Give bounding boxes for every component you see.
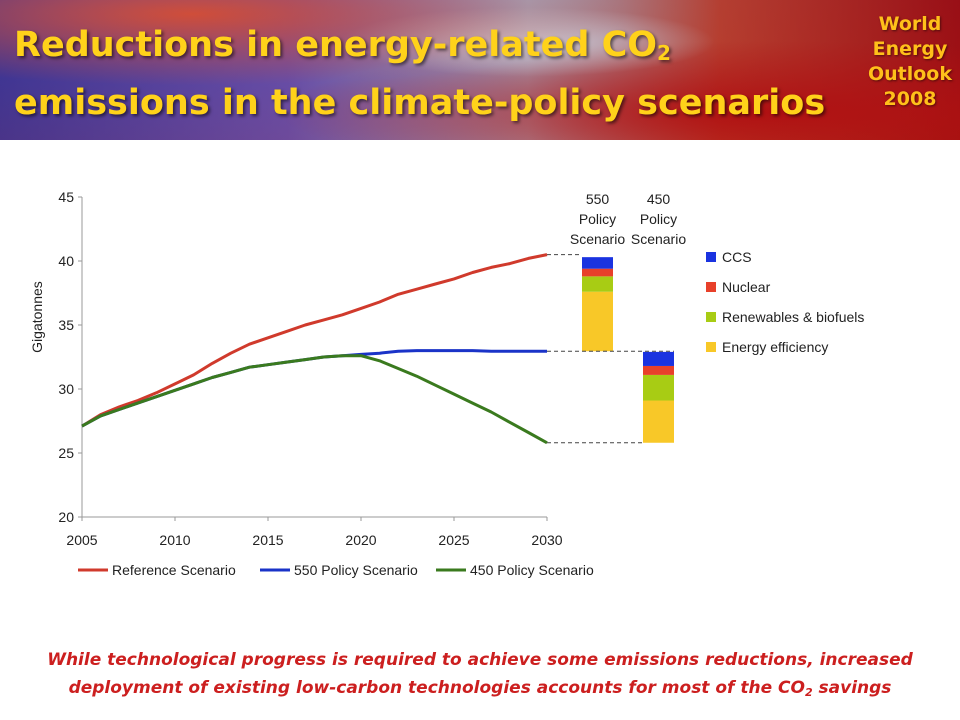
legend-series-label: Reference Scenario <box>112 562 236 578</box>
publication-logo: World Energy Outlook 2008 <box>860 12 960 112</box>
legend-swatch <box>706 312 716 322</box>
footer-line-2: deployment of existing low-carbon techno… <box>0 674 960 707</box>
y-tick-label: 25 <box>58 445 74 461</box>
y-tick-label: 35 <box>58 317 74 333</box>
footer-line-2-text: deployment of existing low-carbon techno… <box>68 678 805 698</box>
x-tick-label: 2015 <box>252 532 283 548</box>
bar-header-label: Policy <box>579 211 616 227</box>
bar-header-label: 450 <box>647 191 671 207</box>
bar-segment-efficiency <box>643 400 674 443</box>
legend-label: Renewables & biofuels <box>722 309 864 325</box>
banner-background <box>0 0 960 140</box>
title-line-1: Reductions in energy-related CO <box>14 25 658 65</box>
legend-series-label: 550 Policy Scenario <box>294 562 418 578</box>
y-tick-label: 40 <box>58 253 74 269</box>
x-tick-label: 2005 <box>66 532 97 548</box>
title-subscript: 2 <box>657 41 671 65</box>
bar-segment-efficiency <box>582 291 613 352</box>
bar-segment-ccs <box>582 257 613 269</box>
legend-label: Energy efficiency <box>722 339 828 355</box>
legend-series-label: 450 Policy Scenario <box>470 562 594 578</box>
legend-swatch <box>706 282 716 292</box>
footer-line-1: While technological progress is required… <box>47 650 913 670</box>
bar-header-label: Policy <box>640 211 677 227</box>
y-tick-label: 30 <box>58 381 74 397</box>
bar-segment-renewables <box>582 276 613 292</box>
x-tick-label: 2010 <box>159 532 190 548</box>
footer-line-2-end: savings <box>812 678 892 698</box>
y-axis-title: Gigatonnes <box>29 281 45 353</box>
legend-label: Nuclear <box>722 279 771 295</box>
bar-segment-renewables <box>643 374 674 401</box>
bar-header-label: Scenario <box>631 231 686 247</box>
legend-swatch <box>706 342 716 352</box>
bar-header-label: 550 <box>586 191 610 207</box>
legend-label: CCS <box>722 249 752 265</box>
footer-caption: While technological progress is required… <box>0 646 960 707</box>
slide-title: Reductions in energy-related CO2 emission… <box>14 20 825 128</box>
x-tick-label: 2025 <box>438 532 469 548</box>
bar-segment-nuclear <box>643 365 674 375</box>
reduction-bars: 550 Policy Scenario 450 Policy Scenario <box>547 191 686 444</box>
series-line-reference <box>81 253 548 428</box>
legend-swatch <box>706 252 716 262</box>
title-banner: Reductions in energy-related CO2 emission… <box>0 0 960 140</box>
scenario-lines <box>81 253 548 445</box>
bar-segment-nuclear <box>582 268 613 277</box>
footer-subscript: 2 <box>804 686 813 699</box>
title-line-2: emissions in the climate-policy scenario… <box>14 83 826 123</box>
series-line-p550 <box>81 349 547 428</box>
logo-word-3: Outlook <box>867 63 952 85</box>
bar-header-label: Scenario <box>570 231 625 247</box>
x-tick-label: 2020 <box>345 532 376 548</box>
logo-word-1: World <box>878 13 942 35</box>
logo-word-2: Energy <box>872 38 948 60</box>
x-tick-label: 2030 <box>531 532 562 548</box>
series-line-p450 <box>81 354 548 445</box>
chart-legend: CCS Nuclear Renewables & biofuels Energy ef… <box>78 249 864 578</box>
logo-word-4: 2008 <box>883 88 937 110</box>
y-tick-label: 45 <box>58 189 74 205</box>
bar-segment-ccs <box>643 351 674 366</box>
y-tick-label: 20 <box>58 509 74 525</box>
